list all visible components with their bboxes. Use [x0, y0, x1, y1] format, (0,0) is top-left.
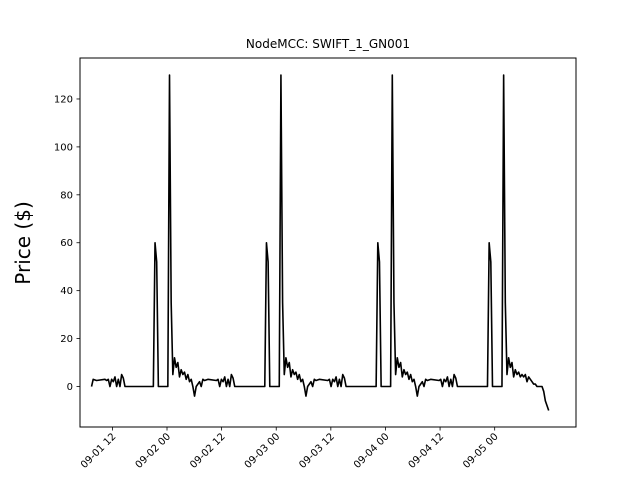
y-axis-label: Price ($): [11, 201, 35, 284]
y-tick-label: 20: [60, 334, 73, 345]
chart-title: NodeMCC: SWIFT_1_GN001: [246, 37, 410, 51]
axes-frame: [79, 57, 577, 428]
y-axis-ticks: 0 20 40 60 80 100 120: [54, 94, 80, 393]
y-tick-label: 120: [54, 94, 73, 105]
price-series-line: [90, 74, 550, 411]
y-tick-label: 100: [54, 142, 73, 153]
y-tick-label: 40: [60, 286, 73, 297]
y-tick-label: 0: [67, 382, 73, 393]
y-tick-label: 80: [60, 190, 73, 201]
plot-area: [90, 74, 550, 411]
y-tick-label: 60: [60, 238, 73, 249]
